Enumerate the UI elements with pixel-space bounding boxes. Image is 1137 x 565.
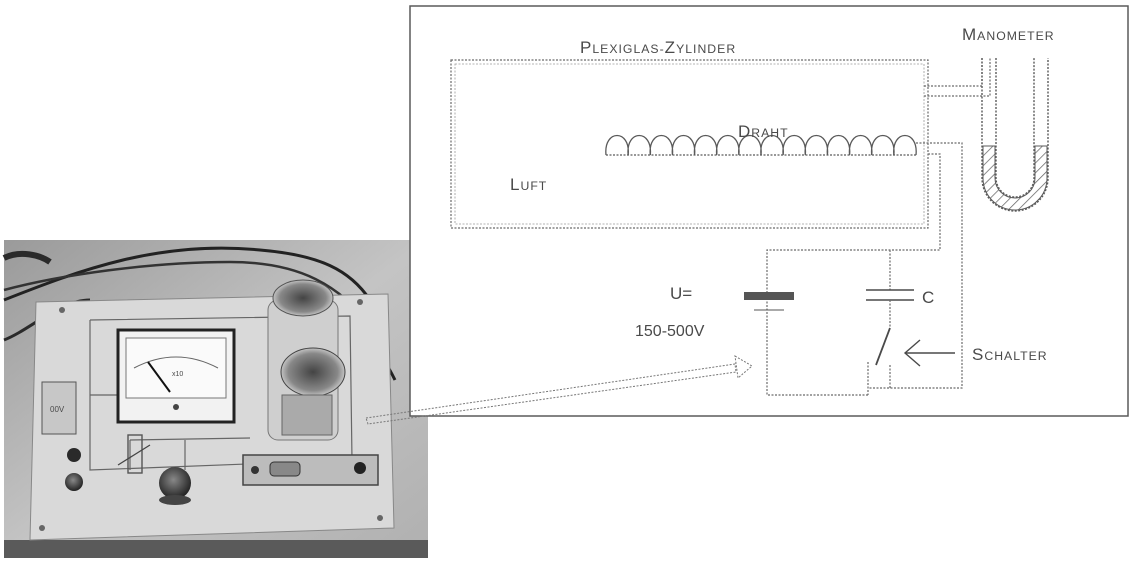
photo-terminal	[251, 466, 259, 474]
lead-wire	[868, 142, 963, 389]
lead-wire	[766, 153, 941, 396]
photo-meter-scale	[133, 356, 219, 369]
label-voltage-range: 150-500V	[635, 323, 705, 340]
apparatus-photo: 00V x10	[2, 240, 428, 558]
photo-meter-face	[125, 337, 227, 399]
battery-symbol	[744, 292, 794, 300]
photo-screw	[377, 515, 383, 521]
schematic-diagram: PLEXIGLAS-ZYLINDER MANOMETER DRAHT LUFT …	[409, 5, 1129, 417]
label-schalter: SCHALTER	[972, 345, 1048, 364]
label-luft: LUFT	[510, 175, 547, 194]
photo-screw	[59, 307, 65, 313]
pointer-arrow-icon	[365, 355, 753, 425]
plexiglas-cylinder-inner	[454, 63, 925, 225]
label-manometer: MANOMETER	[962, 25, 1055, 44]
photo-resistor	[127, 434, 143, 474]
photo-capacitor	[269, 461, 301, 477]
photo-jack	[65, 473, 83, 491]
photo-knob	[159, 467, 191, 499]
photo-screw	[357, 299, 363, 305]
photo-cable	[2, 250, 52, 265]
label-u-symbol: U=	[670, 284, 692, 303]
label-draht: DRAHT	[738, 122, 789, 141]
photo-cable	[3, 260, 376, 331]
label-capacitor-c: C	[922, 288, 934, 307]
photo-knob-base	[159, 495, 191, 505]
photo-module-block	[41, 381, 77, 435]
photo-switch-strip	[242, 454, 379, 486]
photo-resistor-arrow	[117, 444, 151, 466]
photo-terminal	[354, 462, 366, 474]
photo-meter-label: x10	[172, 371, 183, 378]
manometer-fluid	[982, 145, 1048, 211]
manometer-u-tube	[981, 58, 1049, 212]
wire-coil	[605, 135, 917, 156]
photo-meter-screw	[173, 404, 179, 410]
label-plexiglas-zylinder: PLEXIGLAS-ZYLINDER	[580, 38, 736, 57]
schalter-arrow-icon	[903, 339, 955, 367]
plexiglas-cylinder	[450, 59, 929, 229]
photo-module-label: 00V	[50, 405, 65, 414]
photo-meter-needle	[147, 361, 171, 393]
photo-cylinders	[267, 279, 346, 441]
photo-table-edge	[4, 540, 428, 558]
switch-lever	[875, 327, 891, 366]
photo-jack	[67, 448, 81, 462]
manometer-tube	[924, 58, 991, 97]
photo-screw	[39, 525, 45, 531]
